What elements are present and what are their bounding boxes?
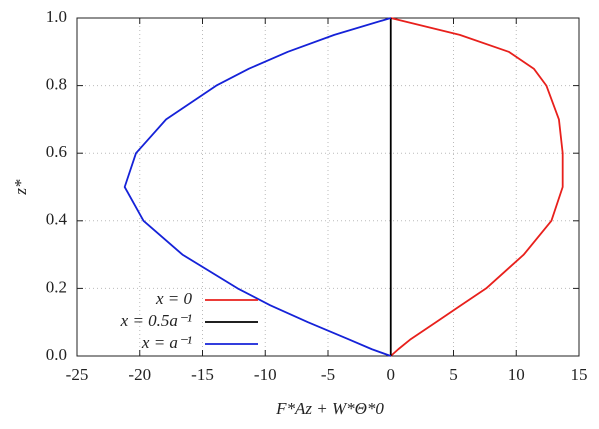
plot-frame: [76, 17, 580, 357]
y-tick-label: 0.4: [46, 210, 68, 229]
data-line: [123, 17, 392, 357]
x-tick-label: -10: [254, 365, 277, 384]
x-tick-label: 0: [387, 365, 396, 384]
y-axis-label: z*: [11, 179, 30, 196]
x-tick-label: -15: [191, 365, 214, 384]
legend-label: x = a⁻¹: [141, 333, 192, 352]
y-tick-label: 0.2: [46, 277, 67, 296]
y-tick-label: 1.0: [46, 7, 67, 26]
x-tick-label: 10: [508, 365, 525, 384]
legend-label: x = 0: [155, 289, 193, 308]
y-tick-label: 0.6: [46, 142, 67, 161]
x-tick-label: 15: [571, 365, 588, 384]
legend-label: x = 0.5a⁻¹: [120, 311, 192, 330]
y-tick-label: 0.8: [46, 75, 67, 94]
x-tick-label: 5: [449, 365, 458, 384]
x-tick-label: -5: [321, 365, 335, 384]
x-tick-label: -20: [128, 365, 151, 384]
x-axis-label: F*Az + W*Θ*0: [275, 399, 384, 418]
data-line: [390, 17, 564, 357]
x-tick-label: -25: [66, 365, 89, 384]
y-tick-label: 0.0: [46, 345, 67, 364]
